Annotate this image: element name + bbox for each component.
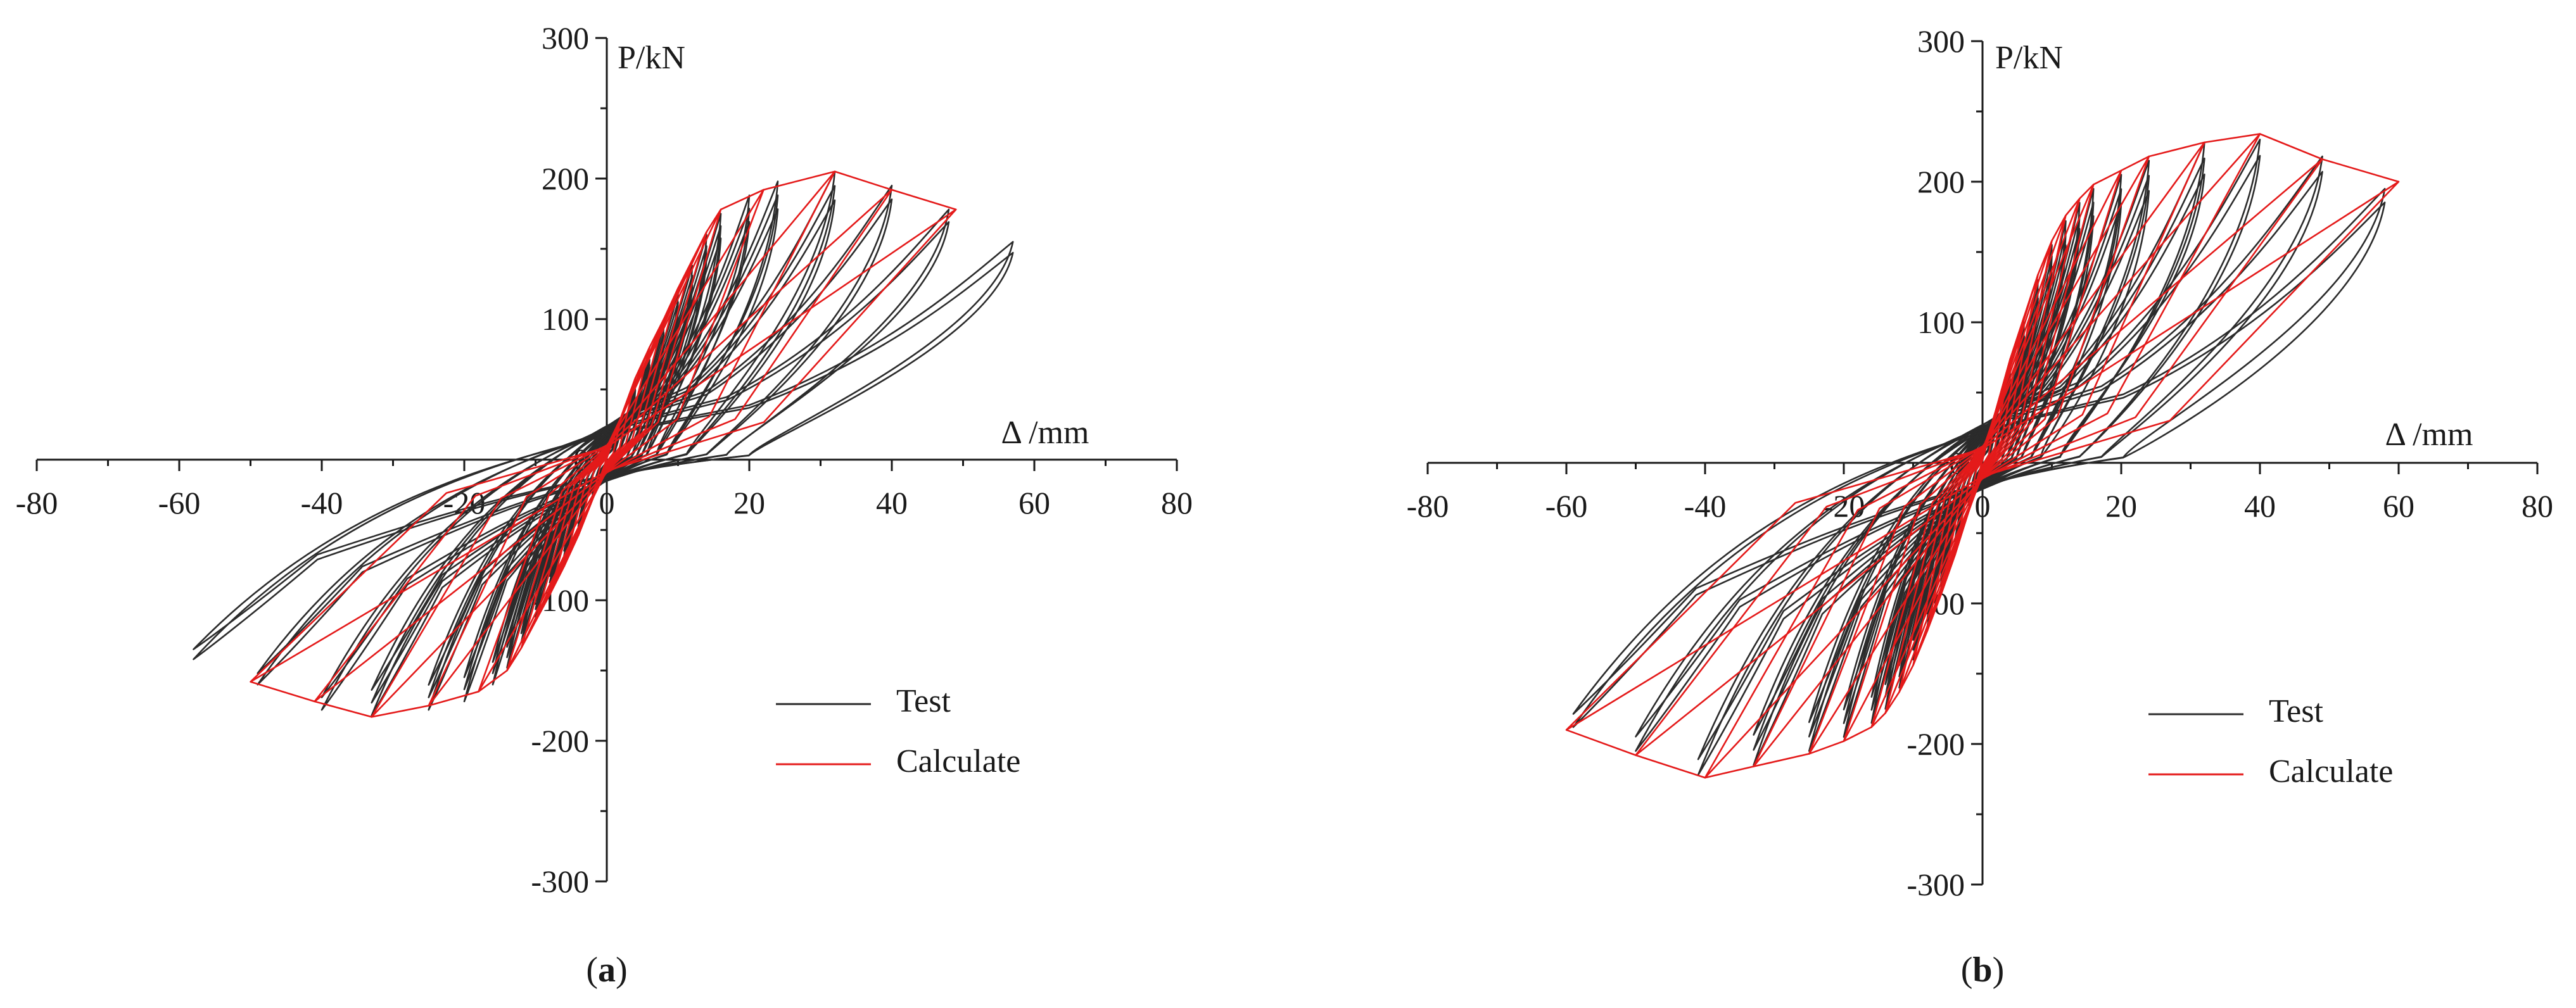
series-test-loop (1843, 203, 2122, 710)
series-test-loop (1870, 215, 2095, 698)
series-test-loop (520, 284, 694, 626)
series-test-loop (1753, 173, 2205, 736)
y-tick-label: -300 (531, 864, 589, 899)
y-tick-label: 200 (1917, 164, 1965, 199)
x-tick-label: 60 (2383, 488, 2414, 524)
series-test-loop (1572, 201, 2386, 715)
x-tick-label: 40 (2244, 488, 2276, 524)
calculate-envelope (250, 170, 956, 718)
x-axis-label: Δ /mm (2385, 417, 2473, 453)
x-tick-label: -40 (1684, 488, 1727, 524)
series-test-loop (193, 251, 1014, 650)
y-tick-label: 100 (542, 301, 589, 337)
series-test-loop (1884, 228, 2081, 685)
x-tick-label: 80 (1161, 485, 1193, 520)
series-test-loop (371, 199, 836, 691)
x-tick-label: 20 (2105, 488, 2137, 524)
series-test-loop (428, 208, 779, 686)
series-test-loop (463, 221, 751, 678)
series-test (193, 170, 1014, 717)
x-tick-label: -40 (301, 485, 343, 520)
x-tick-label: -80 (16, 485, 58, 520)
y-tick-label: -200 (1907, 726, 1965, 762)
series-calculate (250, 170, 957, 718)
x-tick-label: 60 (1018, 485, 1050, 520)
x-axis-label: Δ /mm (1001, 415, 1089, 451)
x-tick-label: -80 (1407, 488, 1449, 524)
y-tick-label: -300 (1907, 867, 1965, 902)
panel-label: (b) (1961, 950, 2004, 990)
x-tick-label: 20 (733, 485, 765, 520)
panel-a: -80 -60 -40 -20 0 20 40 60 80-300-200-1000100200… (16, 20, 1193, 990)
x-tick-label: -60 (158, 485, 201, 520)
y-tick-label: 100 (1917, 305, 1965, 340)
x-tick-label: 80 (2522, 488, 2553, 524)
calculate-envelope (1566, 133, 2399, 779)
legend: Test Calculate (776, 683, 1020, 779)
y-tick-label: 200 (542, 161, 589, 196)
series-test-loop (463, 208, 751, 691)
x-tick-label: -60 (1545, 488, 1588, 524)
x-tick-label: 40 (876, 485, 908, 520)
legend-label-test: Test (896, 683, 951, 719)
legend-label-calculate: Calculate (896, 743, 1020, 779)
panel-label: (a) (586, 950, 627, 990)
y-tick-label: 300 (542, 20, 589, 56)
series-calculate (1565, 133, 2400, 779)
panel-b: -80 -60 -40 -20 0 20 40 60 80-300-200-1000100200… (1407, 23, 2553, 990)
y-tick-label: 300 (1917, 23, 1965, 59)
series-test-loop (1808, 190, 2150, 723)
x-tick-label: 0 (1975, 488, 1991, 524)
series-test-loop (1697, 154, 2261, 760)
legend: Test Calculate (2148, 693, 2393, 790)
x-tick-label: 0 (599, 485, 615, 520)
y-axis-label: P/kN (1995, 40, 2063, 76)
series-test-loop (492, 237, 722, 663)
legend-label-test: Test (2269, 693, 2323, 729)
y-axis-label: P/kN (618, 40, 685, 76)
y-tick-label: -200 (531, 723, 589, 759)
series-test-loop (1753, 141, 2205, 766)
legend-label-calculate: Calculate (2269, 753, 2393, 790)
series-test-loop (1870, 187, 2095, 724)
